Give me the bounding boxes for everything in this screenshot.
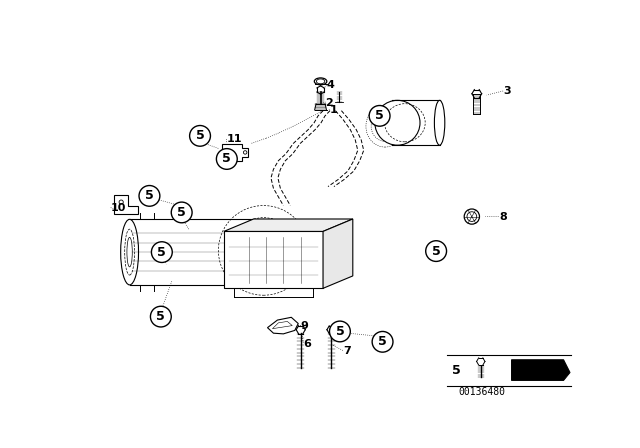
Text: 11: 11	[227, 134, 242, 144]
Ellipse shape	[216, 149, 237, 169]
Text: 5: 5	[196, 129, 204, 142]
Text: 3: 3	[503, 86, 511, 96]
Ellipse shape	[150, 306, 172, 327]
Ellipse shape	[189, 125, 211, 146]
Text: 8: 8	[499, 211, 507, 222]
Polygon shape	[114, 195, 138, 214]
Ellipse shape	[139, 185, 160, 206]
Polygon shape	[268, 317, 298, 334]
Ellipse shape	[426, 241, 447, 262]
Ellipse shape	[243, 151, 247, 154]
Text: 1: 1	[330, 105, 337, 115]
Ellipse shape	[316, 79, 324, 84]
Ellipse shape	[314, 78, 327, 85]
Text: 5: 5	[156, 310, 165, 323]
Ellipse shape	[121, 220, 138, 285]
Text: 6: 6	[303, 339, 311, 349]
Ellipse shape	[119, 200, 124, 204]
Text: 00136480: 00136480	[458, 387, 505, 397]
Text: 7: 7	[343, 346, 351, 356]
Text: 5: 5	[375, 109, 384, 122]
Text: 2: 2	[326, 98, 333, 108]
Ellipse shape	[435, 100, 445, 145]
Polygon shape	[273, 322, 292, 329]
Ellipse shape	[369, 106, 390, 126]
Ellipse shape	[375, 100, 420, 145]
Text: 4: 4	[326, 80, 334, 90]
Text: 5: 5	[157, 246, 166, 258]
Text: 5: 5	[145, 190, 154, 202]
Polygon shape	[222, 144, 248, 161]
Ellipse shape	[467, 212, 477, 221]
Text: 5: 5	[177, 206, 186, 219]
Polygon shape	[224, 219, 353, 232]
Text: 10: 10	[111, 203, 126, 213]
Ellipse shape	[330, 321, 350, 342]
Ellipse shape	[372, 332, 393, 352]
Text: 5: 5	[378, 335, 387, 348]
Ellipse shape	[152, 242, 172, 263]
Text: 5: 5	[223, 152, 231, 165]
Text: 5: 5	[432, 245, 440, 258]
Ellipse shape	[172, 202, 192, 223]
Polygon shape	[224, 232, 323, 289]
Text: 9: 9	[301, 321, 308, 331]
Text: 5: 5	[335, 325, 344, 338]
Ellipse shape	[258, 220, 269, 285]
Text: 5: 5	[452, 364, 460, 377]
Ellipse shape	[464, 209, 479, 224]
Polygon shape	[323, 219, 353, 289]
Polygon shape	[511, 360, 570, 380]
